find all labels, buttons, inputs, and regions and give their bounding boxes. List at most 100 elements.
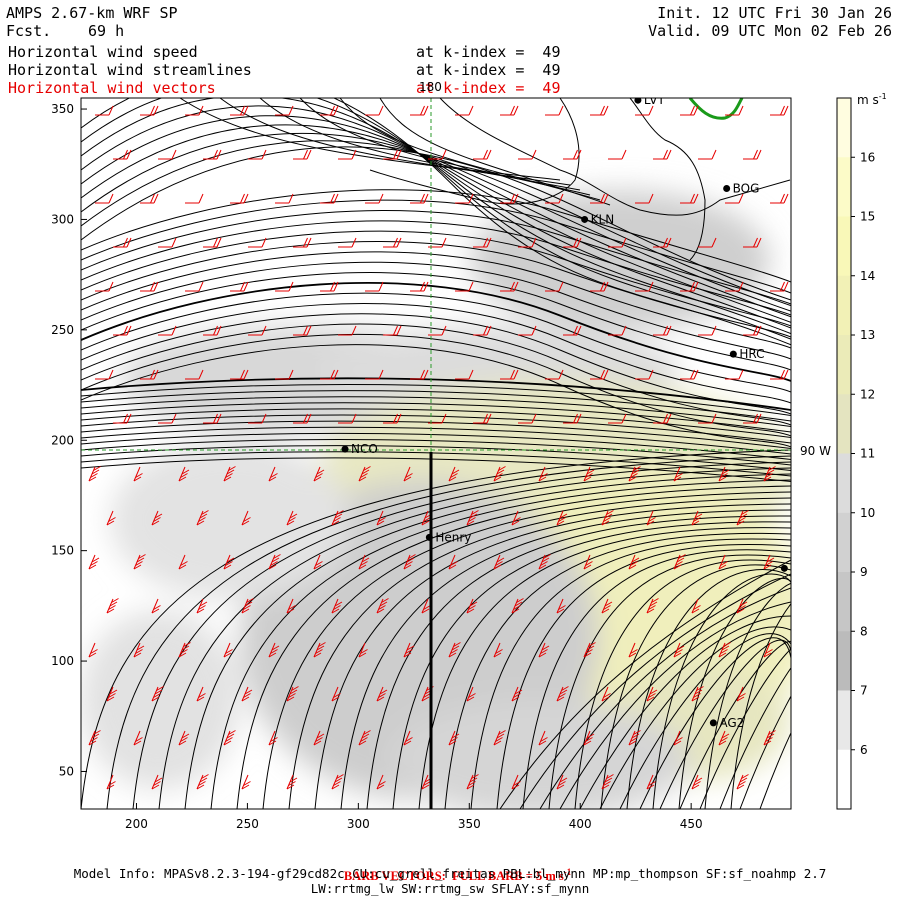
wind-barb [95, 281, 114, 292]
wind-barb [538, 642, 550, 658]
wind-barb [545, 369, 564, 380]
wind-barb [500, 369, 519, 380]
x-tick-label: 450 [680, 817, 703, 831]
wind-barb [518, 413, 537, 424]
colorbar-tick-label: 14 [860, 269, 875, 283]
streamline [548, 554, 791, 809]
wind-barb [673, 730, 683, 746]
x-tick-label: 200 [125, 817, 148, 831]
wind-barb [608, 237, 627, 248]
wind-barb [691, 598, 701, 614]
y-tick-label: 150 [51, 544, 74, 558]
wind-barb [763, 642, 773, 658]
wind-barb [545, 281, 564, 292]
colorbar-tick-label: 10 [860, 506, 875, 520]
wind-barb [203, 149, 222, 160]
y-tick-label: 250 [51, 323, 74, 337]
station-label: NCO [351, 442, 378, 456]
y-tick-label: 200 [51, 433, 74, 447]
streamline [81, 220, 791, 316]
streamline [81, 251, 791, 349]
wind-barb [511, 598, 524, 614]
wind-barb [223, 642, 233, 658]
wind-barb [248, 149, 267, 160]
wind-barb [313, 466, 325, 482]
wind-barb [511, 510, 521, 526]
wind-barb [646, 774, 656, 790]
wind-barb [466, 510, 479, 526]
wind-barb [563, 237, 582, 248]
streamline [81, 396, 791, 427]
wind-barb [185, 281, 204, 292]
wind-barb [673, 642, 685, 658]
wind-barb [248, 413, 267, 424]
wind-barb [421, 598, 431, 614]
wind-barb [410, 281, 429, 292]
wind-barb [196, 510, 209, 526]
wind-barb [113, 325, 132, 336]
streamline [639, 637, 791, 809]
wind-barb [286, 774, 298, 790]
wind-barb [185, 193, 204, 204]
wind-barb [248, 237, 267, 248]
stations: LVT BOG KLN HRC NCO Henry AG2 [341, 98, 788, 730]
layer-wind-speed-level: at k-index = 49 [416, 43, 561, 61]
wind-barb [428, 237, 447, 248]
wind-barb [635, 281, 654, 292]
streamline [81, 282, 791, 382]
streamline [81, 146, 791, 301]
wind-barb [455, 193, 474, 204]
wind-barb [473, 149, 492, 160]
wind-barb [583, 466, 595, 482]
colorbar-band [837, 512, 851, 573]
wind-barb [455, 369, 474, 380]
wind-barb [428, 413, 447, 424]
wind-barb [500, 193, 519, 204]
wind-barb [698, 237, 717, 248]
y-axis-ticks: 350 300 250 200 150 100 50 [51, 102, 87, 778]
streamline [379, 98, 611, 206]
streamline [210, 479, 791, 809]
wind-barb [230, 105, 249, 116]
wind-barb [158, 237, 177, 248]
wind-barb [376, 774, 386, 790]
colorbar-tick-label: 12 [860, 387, 875, 401]
streamline [496, 543, 791, 809]
wind-barb [293, 325, 312, 336]
wind-barb [223, 730, 236, 746]
wind-barb [743, 413, 762, 424]
streamline [81, 98, 791, 340]
wind-barb [538, 730, 548, 746]
colorbar-band [837, 98, 851, 158]
wind-barb [763, 554, 775, 570]
wind-barb [88, 642, 98, 658]
wind-barb [320, 193, 339, 204]
wind-barb [455, 281, 474, 292]
streamline [314, 503, 791, 809]
wind-barb [448, 554, 458, 570]
wind-barb [158, 413, 177, 424]
wind-barb [556, 774, 568, 790]
wind-barb [718, 642, 731, 658]
wind-barb [313, 554, 323, 570]
wind-barb [133, 642, 145, 658]
wind-barb [358, 642, 368, 658]
wind-barb [493, 642, 503, 658]
wind-barb [743, 149, 762, 160]
wind-barb [635, 105, 654, 116]
colorbar-tick-label: 11 [860, 447, 875, 461]
streamline [81, 426, 791, 455]
colorbar-unit: m s-1 [857, 92, 887, 107]
station-marker [723, 185, 731, 193]
streamline [81, 140, 791, 307]
wind-barb [635, 193, 654, 204]
wind-barb [151, 774, 163, 790]
station-label: KLN [591, 212, 615, 226]
wind-barb [653, 325, 672, 336]
streamline [81, 420, 791, 449]
station-label: AG2 [719, 716, 744, 730]
wind-barb [518, 237, 537, 248]
streamline [81, 344, 791, 448]
wind-barb [95, 193, 114, 204]
wind-barb [151, 686, 164, 702]
